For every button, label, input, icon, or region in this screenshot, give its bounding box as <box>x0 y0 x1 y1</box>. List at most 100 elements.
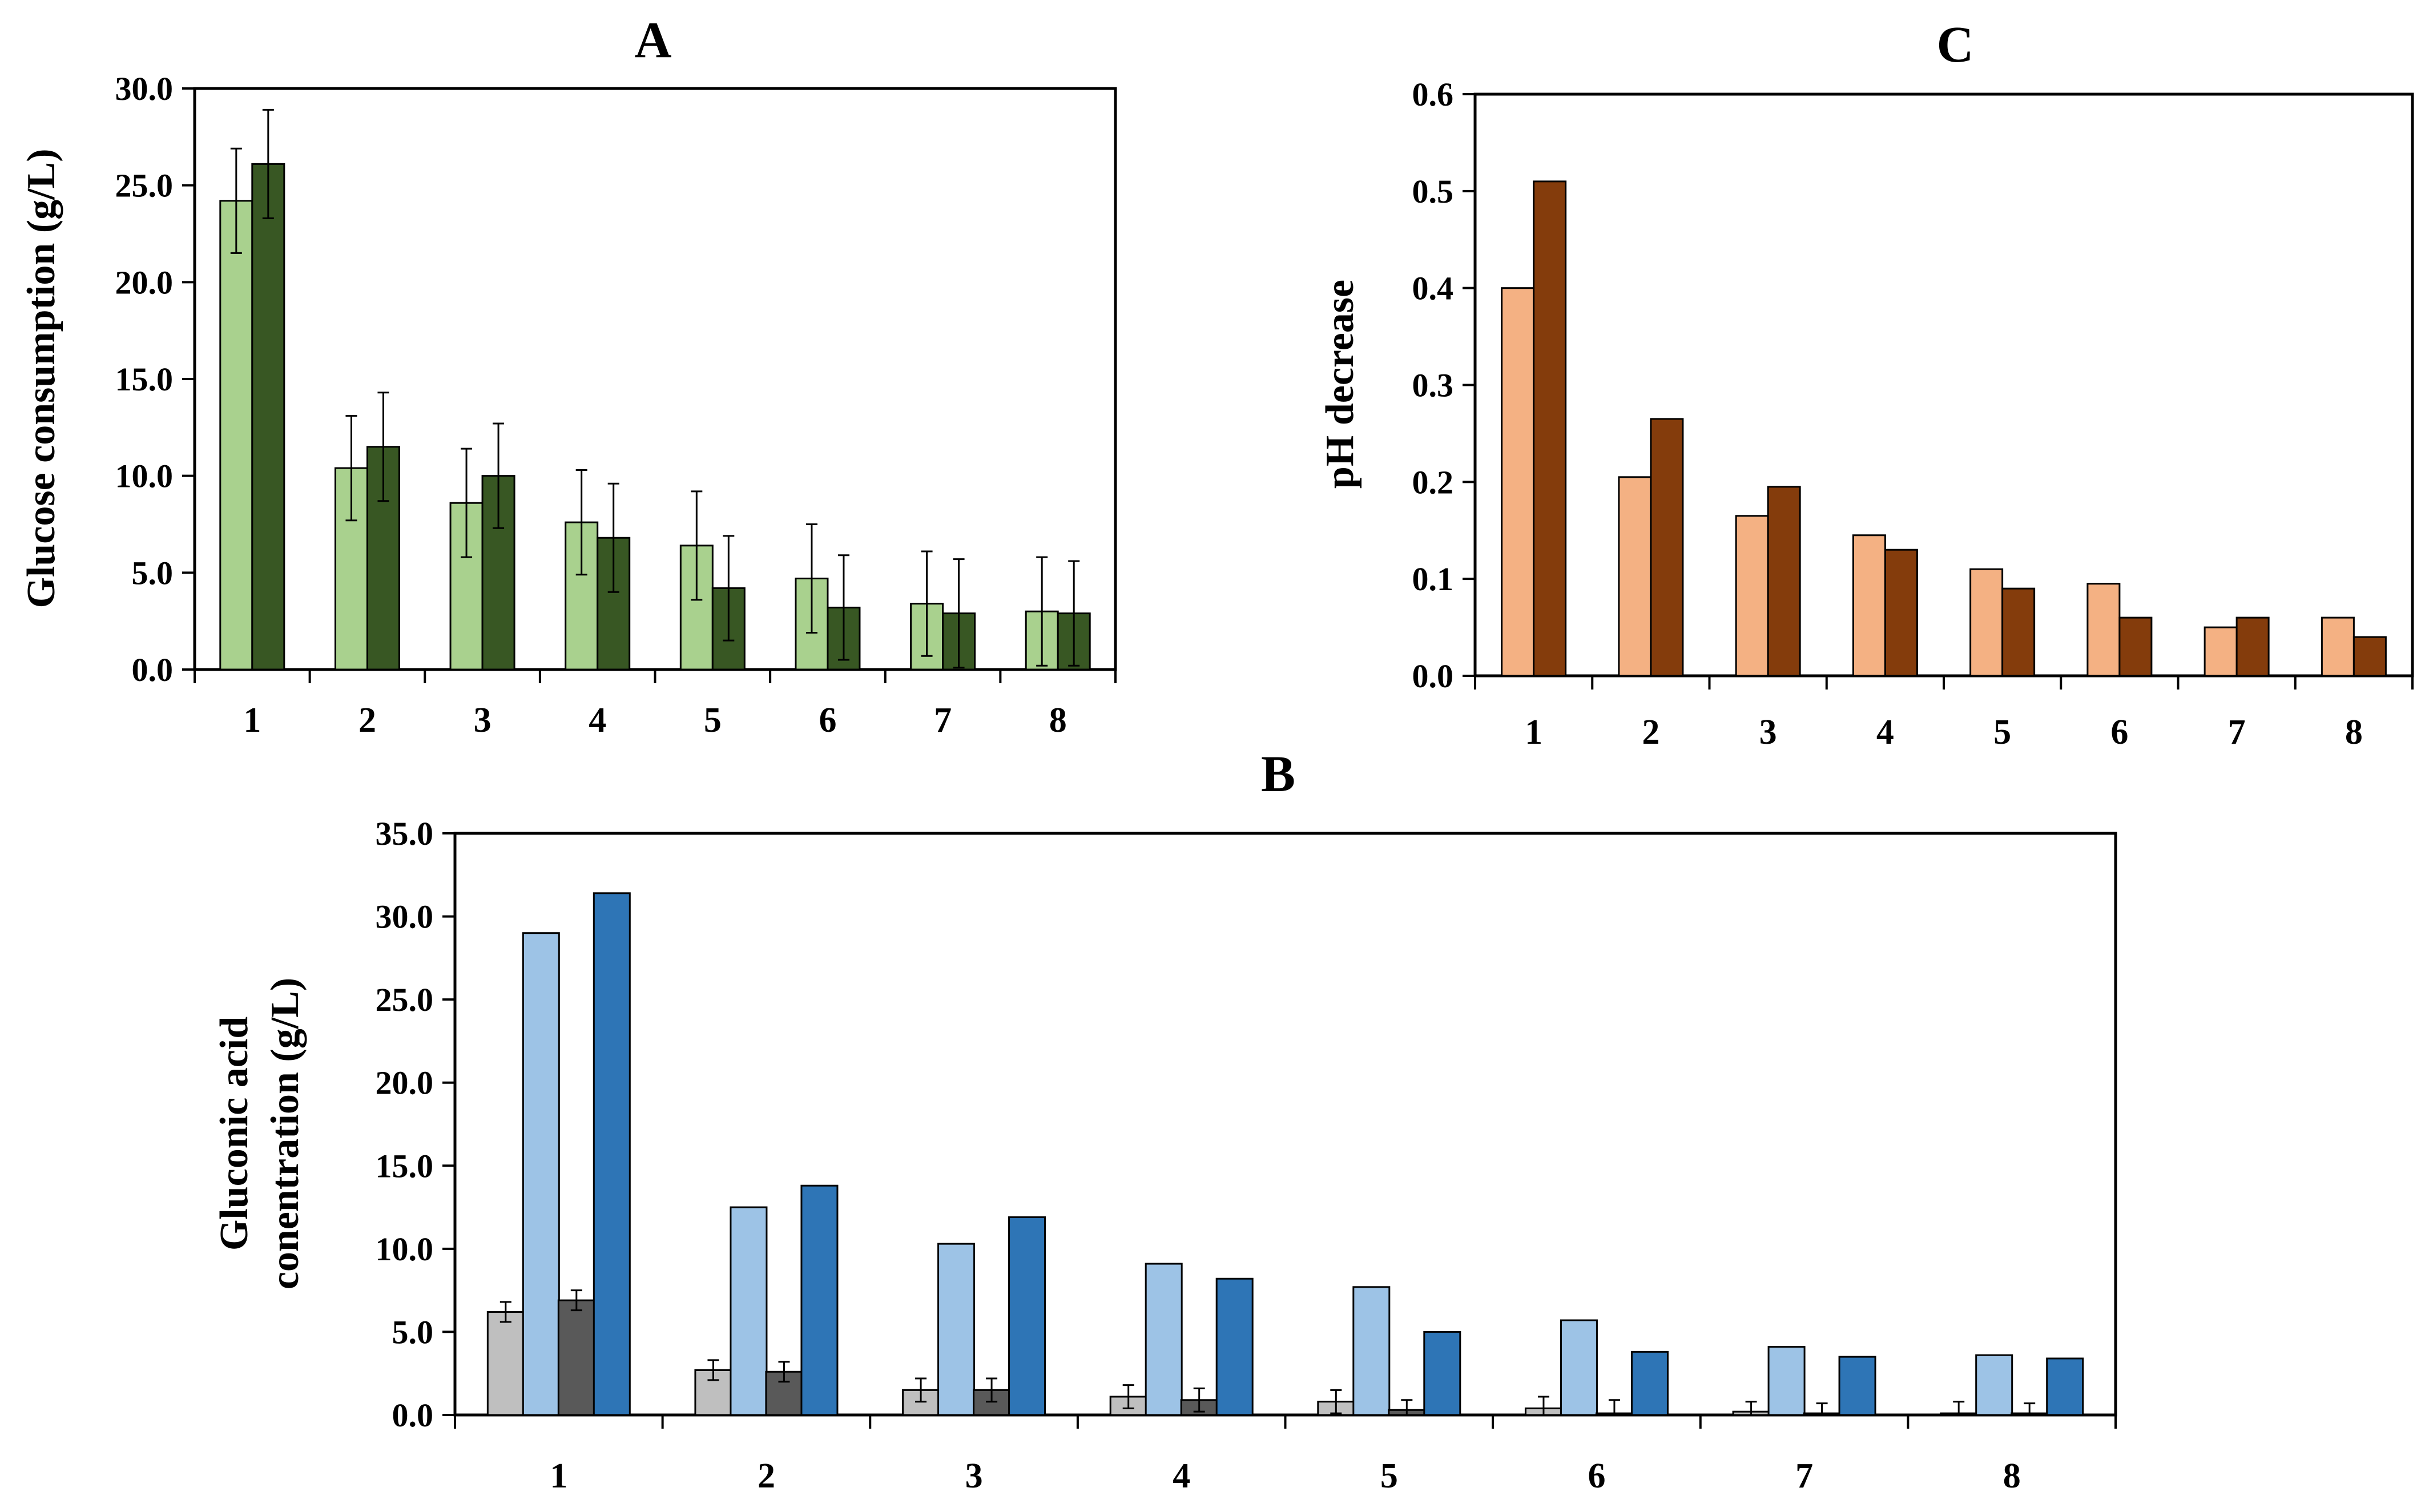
panel-a-error-bar <box>837 554 849 661</box>
panel-a-y-tick-label: 10.0 <box>115 458 174 495</box>
panel-a-x-tick-label: 6 <box>819 701 836 740</box>
panel-c-x-tick-label: 1 <box>1525 713 1542 752</box>
panel-b-y-tick-label: 30.0 <box>376 898 434 936</box>
panel-a-title: A <box>635 12 672 68</box>
panel-a-x-tick-label: 8 <box>1049 701 1067 740</box>
panel-a-x-tick-label: 1 <box>243 701 261 740</box>
panel-b-bar <box>593 892 631 1416</box>
panel-c-y-axis-title: pH decrease <box>1318 280 1362 489</box>
panel-b-x-tick-label: 8 <box>2003 1457 2021 1495</box>
panel-a-bar <box>449 502 484 671</box>
panel-c-y-tick-label: 0.1 <box>1412 561 1454 598</box>
panel-c-y-tick-label: 0.0 <box>1412 658 1454 695</box>
panel-c-x-tick-label: 7 <box>2228 713 2246 752</box>
panel-b-x-tick-label: 4 <box>1173 1457 1190 1495</box>
panel-c-x-tick-label: 5 <box>1993 713 2011 752</box>
panel-a-error-bar <box>723 535 735 642</box>
panel-a-error-bar <box>691 490 703 601</box>
panel-b-x-tick-label: 5 <box>1380 1457 1398 1495</box>
panel-b-bar <box>1008 1216 1046 1416</box>
panel-b-y-tick-label: 20.0 <box>376 1065 434 1102</box>
panel-a-bar <box>565 521 599 671</box>
panel-b-plot-frame <box>453 832 2117 1417</box>
panel-b-y-axis-title-line1: Gluconic acid <box>212 1017 256 1251</box>
panel-a-error-bar <box>262 108 274 219</box>
panel-b-bar <box>1215 1277 1254 1416</box>
panel-c-bar <box>2118 616 2153 677</box>
panel-c-plot-frame <box>1473 92 2414 678</box>
panel-b-error-bar <box>570 1289 582 1312</box>
panel-c-ph-decrease: C pH decrease 0.0 0.1 0.2 0.3 0.4 0.5 0.6 1 2 3 4… <box>1318 17 2414 752</box>
panel-b-x-tick-label: 6 <box>1588 1457 1605 1495</box>
panel-b-bar <box>2046 1357 2084 1416</box>
panel-c-bar <box>1650 418 1684 677</box>
panel-a-error-bar <box>461 447 473 558</box>
panel-b-error-bar <box>778 1361 790 1383</box>
panel-c-y-ticks: 0.0 0.1 0.2 0.3 0.4 0.5 0.6 <box>1412 76 1475 695</box>
panel-b-bar <box>1423 1330 1461 1416</box>
panel-c-y-tick-label: 0.3 <box>1412 367 1454 404</box>
panel-a-y-tick-label: 0.0 <box>132 651 174 688</box>
panel-a-x-tick-label: 2 <box>358 701 376 740</box>
panel-c-x-axis: 1 2 3 4 5 6 7 8 <box>1474 676 2414 752</box>
panel-c-bar <box>1969 568 2004 677</box>
panel-b-bar <box>800 1184 839 1416</box>
panel-b-error-bar <box>1953 1401 1965 1416</box>
panel-b-bar <box>1975 1354 2013 1416</box>
panel-a-x-tick-label: 5 <box>704 701 722 740</box>
panel-a-error-bar <box>575 469 587 576</box>
panel-b-bar <box>1838 1356 1876 1416</box>
panel-b-error-bar <box>500 1301 511 1323</box>
panel-b-bar <box>522 932 560 1416</box>
panel-a-error-bar <box>230 147 242 254</box>
panel-a-y-tick-label: 20.0 <box>115 264 174 301</box>
panel-b-x-tick-label: 3 <box>965 1457 983 1495</box>
panel-b-x-tick-label: 1 <box>550 1457 567 1495</box>
panel-b-bar <box>557 1299 595 1416</box>
panel-c-y-tick-label: 0.2 <box>1412 463 1454 501</box>
panel-a-x-tick-label: 7 <box>934 701 952 740</box>
panel-a-bar <box>219 200 253 671</box>
panel-a-y-axis-title: Glucose consumption (g/L) <box>19 148 63 608</box>
panel-c-bar <box>1852 534 1886 677</box>
panel-b-error-bar <box>1816 1402 1828 1416</box>
panel-a-y-tick-label: 5.0 <box>132 554 174 591</box>
panel-b-bar <box>730 1206 768 1416</box>
panel-a-error-bar <box>805 523 817 634</box>
panel-c-x-tick-label: 3 <box>1759 713 1777 752</box>
panel-a-x-axis: 1 2 3 4 5 6 7 8 <box>194 670 1117 740</box>
panel-b-error-bar <box>1330 1389 1342 1414</box>
panel-c-bars <box>1501 180 2387 677</box>
panel-c-bar <box>1533 180 1567 677</box>
panel-b-error-bar <box>707 1359 719 1381</box>
panel-c-bar <box>2235 616 2270 677</box>
panel-b-error-bar <box>1608 1399 1620 1416</box>
panel-c-bar <box>2001 587 2036 677</box>
panel-b-y-tick-label: 35.0 <box>376 815 434 852</box>
panel-b-bars <box>486 892 2084 1416</box>
panel-b-bar <box>486 1311 525 1416</box>
panel-b-x-tick-label: 7 <box>1795 1457 1813 1495</box>
panel-a-error-bar <box>377 392 389 502</box>
panel-a-bars <box>219 108 1091 671</box>
panel-c-bar <box>1501 287 1535 677</box>
panel-b-error-bar <box>1401 1399 1413 1416</box>
panel-a-x-tick-label: 3 <box>474 701 492 740</box>
panel-b-error-bar <box>2024 1402 2036 1416</box>
panel-b-bar <box>1352 1286 1391 1416</box>
panel-a-error-bar <box>1036 556 1048 667</box>
panel-a-error-bar <box>1068 560 1080 667</box>
panel-b-y-axis-title-line2: conentration (g/L) <box>263 978 307 1289</box>
panel-b-gluconic-acid: B Gluconic acid conentration (g/L) 0.0 5.… <box>212 746 2117 1495</box>
panel-a-error-bar <box>953 558 965 669</box>
panel-b-y-tick-label: 15.0 <box>376 1147 434 1184</box>
panel-a-plot-frame <box>193 87 1117 671</box>
panel-b-bar <box>1145 1263 1183 1416</box>
panel-c-bar <box>2353 636 2387 677</box>
panel-c-y-tick-label: 0.5 <box>1412 173 1454 210</box>
panel-a-glucose-consumption: A Glucose consumption (g/L) 0.0 5.0 10.0 1 5… <box>19 12 1117 740</box>
panel-b-y-ticks: 0.0 5.0 10.0 15.0 20.0 25.0 30.0 35.0 <box>376 815 455 1434</box>
panel-c-bar <box>1618 476 1652 677</box>
panel-b-error-bar <box>1745 1401 1757 1416</box>
